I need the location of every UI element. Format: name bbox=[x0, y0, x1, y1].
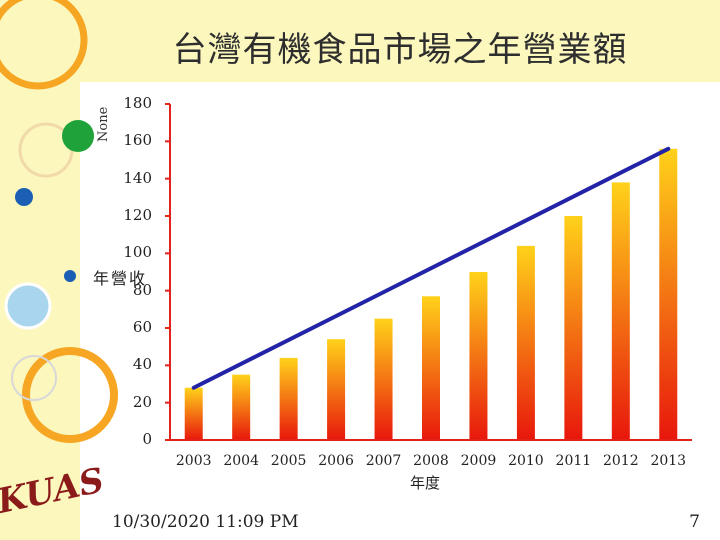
bar-2007 bbox=[374, 318, 393, 440]
x-axis-title: 年度 bbox=[409, 474, 440, 492]
slide-title: 台灣有機食品市場之年營業額 bbox=[172, 30, 628, 70]
bar-2009 bbox=[469, 272, 488, 440]
x-tick-label-2006: 2006 bbox=[318, 453, 354, 469]
y-tick-label-40: 40 bbox=[132, 355, 152, 374]
y-tick-label-80: 80 bbox=[132, 280, 152, 299]
x-tick-label-2008: 2008 bbox=[413, 453, 449, 469]
x-tick-label-2004: 2004 bbox=[223, 453, 259, 469]
decor-dot-blue bbox=[15, 188, 33, 206]
y-tick-label-140: 140 bbox=[123, 168, 152, 187]
x-tick-label-2013: 2013 bbox=[650, 453, 687, 469]
trend-line bbox=[191, 146, 671, 390]
footer-date: 10/30/2020 11:09 PM bbox=[112, 512, 299, 532]
bar-2005 bbox=[279, 357, 298, 440]
y-tick-label-0: 0 bbox=[142, 430, 152, 448]
y-tick-label-180: 180 bbox=[123, 94, 152, 112]
y-tick-label-160: 160 bbox=[123, 131, 152, 150]
decor-dot-blue-small bbox=[64, 270, 76, 282]
bar-2006 bbox=[327, 339, 346, 440]
title-bar bbox=[80, 0, 720, 82]
decor-circle-orange-ring bbox=[22, 347, 118, 443]
y-tick-label-100: 100 bbox=[123, 243, 152, 262]
y-tick-label-60: 60 bbox=[132, 318, 152, 336]
decor-circle-green bbox=[62, 120, 94, 152]
bar-2011 bbox=[564, 216, 583, 440]
decor-circle-lightblue bbox=[4, 282, 52, 330]
y-tick-label-120: 120 bbox=[123, 206, 152, 224]
y-axis-title: 年營收 bbox=[93, 269, 148, 288]
x-tick-label-2005: 2005 bbox=[270, 453, 307, 469]
x-tick-label-2011: 2011 bbox=[555, 453, 592, 469]
bar-2003 bbox=[184, 387, 203, 440]
decor-circle-gray bbox=[11, 355, 57, 401]
bar-2004 bbox=[232, 374, 251, 440]
bar-2008 bbox=[422, 296, 440, 440]
bar-2010 bbox=[516, 245, 535, 440]
x-tick-label-2012: 2012 bbox=[602, 453, 639, 469]
page-number: 7 bbox=[689, 512, 700, 532]
bar-2012 bbox=[611, 182, 630, 440]
y-tick-label-20: 20 bbox=[132, 392, 152, 411]
x-tick-label-2003: 2003 bbox=[175, 453, 212, 469]
bar-group bbox=[184, 148, 678, 441]
bar-2013 bbox=[659, 148, 678, 441]
x-tick-label-2010: 2010 bbox=[508, 453, 544, 469]
axis-none-label: None bbox=[96, 106, 111, 142]
left-decor-band bbox=[0, 0, 80, 540]
x-tick-label-2009: 2009 bbox=[460, 453, 497, 469]
x-tick-label-2007: 2007 bbox=[365, 453, 402, 469]
y-tick-marks bbox=[165, 103, 170, 441]
decor-circle-orange bbox=[0, 0, 88, 90]
